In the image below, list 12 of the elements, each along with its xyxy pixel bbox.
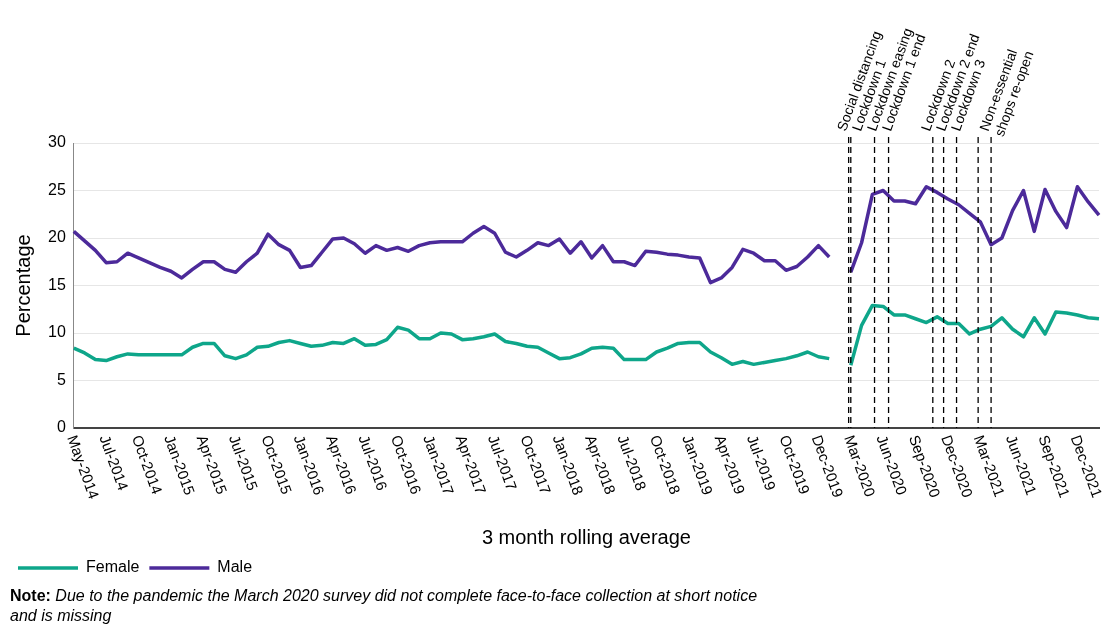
y-tick-label: 10 xyxy=(48,323,66,341)
x-axis-title: 3 month rolling average xyxy=(481,525,691,548)
legend-label: Female xyxy=(86,558,140,576)
legend-label: Male xyxy=(217,558,253,576)
y-tick-label: 20 xyxy=(48,228,66,246)
y-tick-label: 30 xyxy=(48,133,66,151)
text: Note: Due to the pandemic the March 2020 survey did not complete face-to-face collection at short notice and is missing xyxy=(10,587,758,624)
y-tick-label: 5 xyxy=(56,370,66,388)
y-tick-label: 25 xyxy=(48,180,66,198)
y-tick-label: 0 xyxy=(56,418,66,436)
y-tick-label: 15 xyxy=(48,275,66,293)
y-axis-title: Percentage xyxy=(11,234,34,337)
